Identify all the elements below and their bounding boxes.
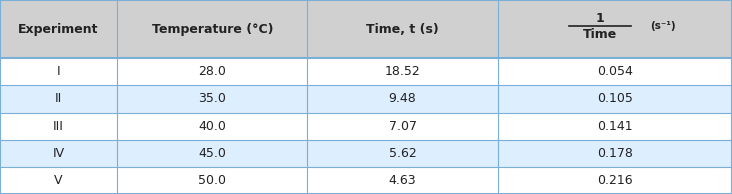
Text: Experiment: Experiment bbox=[18, 23, 99, 36]
Text: 40.0: 40.0 bbox=[198, 120, 226, 133]
Text: 45.0: 45.0 bbox=[198, 147, 226, 160]
Text: III: III bbox=[53, 120, 64, 133]
Bar bbox=[0, 167, 732, 194]
Text: 50.0: 50.0 bbox=[198, 174, 226, 187]
Text: 0.105: 0.105 bbox=[597, 92, 633, 106]
Bar bbox=[0, 58, 732, 85]
Bar bbox=[0, 113, 732, 140]
Text: Time: Time bbox=[583, 28, 617, 42]
Text: 7.07: 7.07 bbox=[389, 120, 417, 133]
Text: II: II bbox=[55, 92, 62, 106]
Text: 4.63: 4.63 bbox=[389, 174, 417, 187]
Text: 0.216: 0.216 bbox=[597, 174, 632, 187]
Text: 5.62: 5.62 bbox=[389, 147, 417, 160]
Text: 0.178: 0.178 bbox=[597, 147, 633, 160]
Text: 0.141: 0.141 bbox=[597, 120, 632, 133]
Text: V: V bbox=[54, 174, 63, 187]
Text: 9.48: 9.48 bbox=[389, 92, 417, 106]
Text: 28.0: 28.0 bbox=[198, 65, 226, 78]
Text: 35.0: 35.0 bbox=[198, 92, 226, 106]
Bar bbox=[0, 0, 732, 58]
Text: (s⁻¹): (s⁻¹) bbox=[649, 21, 676, 31]
Text: 18.52: 18.52 bbox=[385, 65, 420, 78]
Text: 0.054: 0.054 bbox=[597, 65, 633, 78]
Text: Time, t (s): Time, t (s) bbox=[366, 23, 439, 36]
Text: Temperature (°C): Temperature (°C) bbox=[152, 23, 273, 36]
Text: IV: IV bbox=[53, 147, 64, 160]
Text: I: I bbox=[57, 65, 60, 78]
Text: 1: 1 bbox=[596, 12, 605, 25]
Bar bbox=[0, 140, 732, 167]
Bar bbox=[0, 85, 732, 113]
